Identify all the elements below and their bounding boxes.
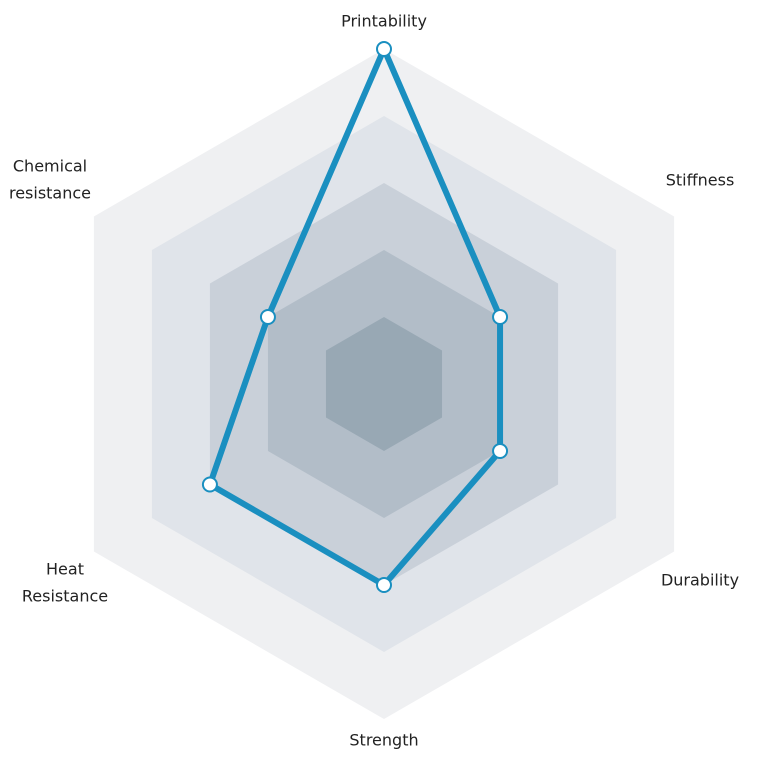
- axis-label: resistance: [9, 184, 91, 203]
- data-point: [492, 443, 509, 459]
- axis-label: Resistance: [22, 587, 108, 606]
- data-point: [201, 476, 218, 493]
- axis-label: Chemical: [13, 157, 87, 176]
- axis-label: Strength: [349, 731, 418, 750]
- grid-ring: [325, 317, 443, 451]
- axis-label: Printability: [341, 12, 427, 31]
- data-point: [376, 41, 392, 57]
- data-point: [259, 309, 276, 325]
- axis-label: Durability: [661, 571, 739, 590]
- data-point: [376, 577, 392, 593]
- axis-label: Stiffness: [666, 171, 735, 190]
- axis-label: Heat: [46, 560, 84, 579]
- data-point: [492, 309, 509, 325]
